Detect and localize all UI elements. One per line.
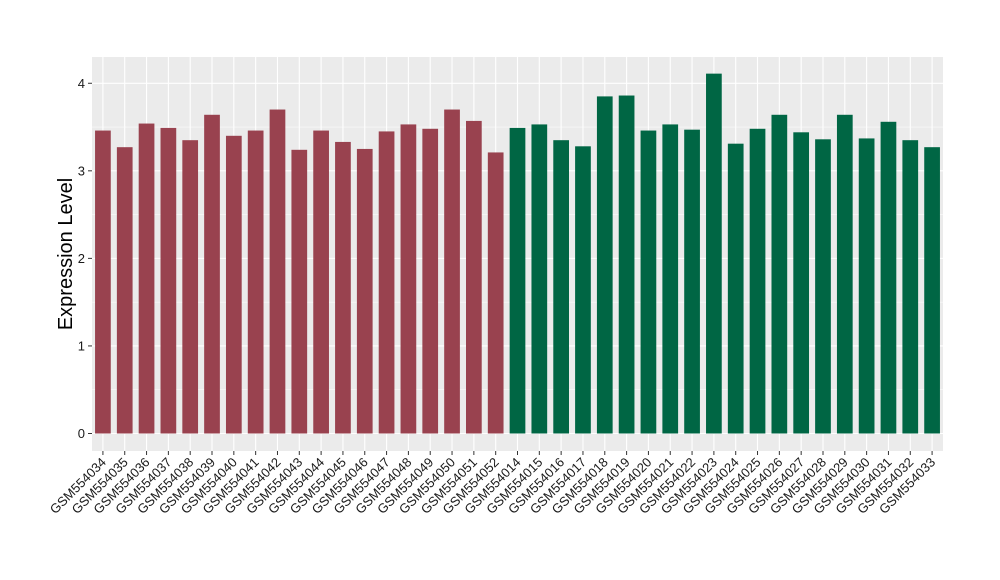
bar xyxy=(793,132,810,434)
y-tick-label: 3 xyxy=(78,163,85,178)
bar xyxy=(444,109,460,434)
y-tick-label: 4 xyxy=(78,76,85,91)
bar xyxy=(553,140,569,434)
bar xyxy=(225,135,242,434)
bar xyxy=(291,149,308,434)
bar xyxy=(815,139,831,434)
bar xyxy=(902,140,919,434)
bar xyxy=(116,147,133,434)
bar xyxy=(138,123,155,434)
y-tick-label: 2 xyxy=(78,251,85,266)
bar xyxy=(749,128,766,434)
bar xyxy=(247,130,264,434)
bar xyxy=(422,128,439,434)
bar xyxy=(378,131,395,434)
y-axis-title: Expression Level xyxy=(55,178,77,330)
bar xyxy=(313,130,329,434)
bar xyxy=(95,130,111,434)
bar xyxy=(356,148,373,434)
bar xyxy=(836,114,853,434)
bar xyxy=(640,130,657,434)
bar xyxy=(727,143,744,434)
y-tick-label: 0 xyxy=(78,426,85,441)
y-axis: 0 1 2 3 4 xyxy=(78,76,92,441)
bar xyxy=(487,152,504,434)
bar xyxy=(618,95,635,434)
bar xyxy=(880,121,897,434)
bar xyxy=(858,138,875,434)
bar xyxy=(706,73,722,434)
bar xyxy=(182,140,199,434)
bar xyxy=(531,124,548,434)
bar xyxy=(771,114,788,434)
bar xyxy=(204,114,220,434)
bar xyxy=(684,129,700,434)
bar xyxy=(575,146,591,434)
y-tick-label: 1 xyxy=(78,338,85,353)
bar xyxy=(509,127,526,434)
bar xyxy=(466,120,482,434)
x-axis: GSM554034GSM554035GSM554036GSM554037GSM5… xyxy=(47,451,938,517)
bar xyxy=(924,147,940,434)
bar xyxy=(400,124,417,434)
bar xyxy=(596,96,613,434)
bar xyxy=(160,127,177,434)
bar xyxy=(269,109,286,434)
bar xyxy=(662,124,679,434)
bar xyxy=(335,141,351,434)
bars xyxy=(95,73,940,434)
